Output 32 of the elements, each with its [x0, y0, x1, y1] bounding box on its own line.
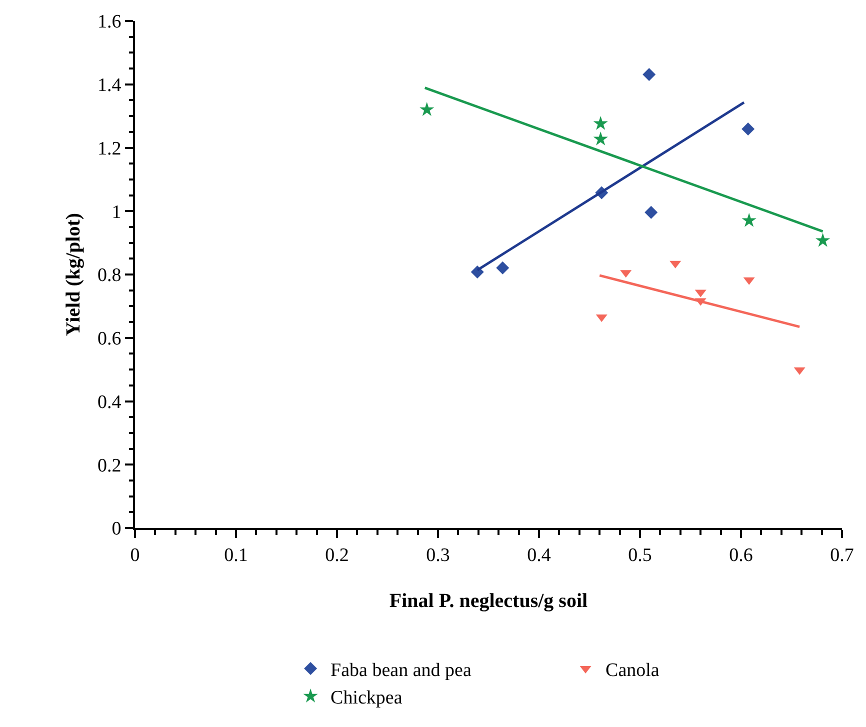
point [742, 212, 756, 227]
y-tick-label: 1 [112, 202, 122, 223]
point [420, 102, 434, 116]
x-tick-label: 0.5 [628, 544, 652, 566]
legend-label: Faba bean and pea [330, 660, 472, 681]
y-tick-label: 1.6 [97, 12, 122, 33]
point [742, 122, 755, 136]
y-tick-label: 1.2 [97, 138, 122, 160]
point [593, 116, 608, 130]
x-tick-label: 0.7 [830, 544, 854, 566]
y-tick-label: 0.2 [97, 455, 122, 476]
y-tick-label: 1.4 [97, 75, 122, 96]
x-tick-label: 0.6 [729, 544, 753, 566]
y-axis-title: Yield (kg/plot) [62, 212, 84, 336]
x-tick-label: 0.1 [224, 544, 248, 566]
legend-label: Canola [606, 660, 660, 681]
point [644, 206, 658, 219]
y-tick-label: 0.6 [97, 328, 122, 350]
x-tick-label: 0.2 [325, 544, 349, 566]
y-tick-label: 0.4 [97, 392, 122, 413]
legend-label: Chickpea [330, 688, 403, 709]
point [470, 265, 484, 278]
point [496, 261, 510, 274]
point [815, 232, 830, 247]
x-tick-label: 0 [130, 544, 140, 566]
x-axis-title: Final P. neglectus/g soil [389, 590, 588, 612]
x-tick-label: 0.4 [527, 544, 552, 566]
y-tick-label: 0 [112, 518, 122, 540]
point [642, 68, 656, 82]
point [593, 131, 608, 146]
x-tick-label: 0.3 [426, 544, 450, 566]
y-tick-label: 0.8 [97, 265, 122, 286]
